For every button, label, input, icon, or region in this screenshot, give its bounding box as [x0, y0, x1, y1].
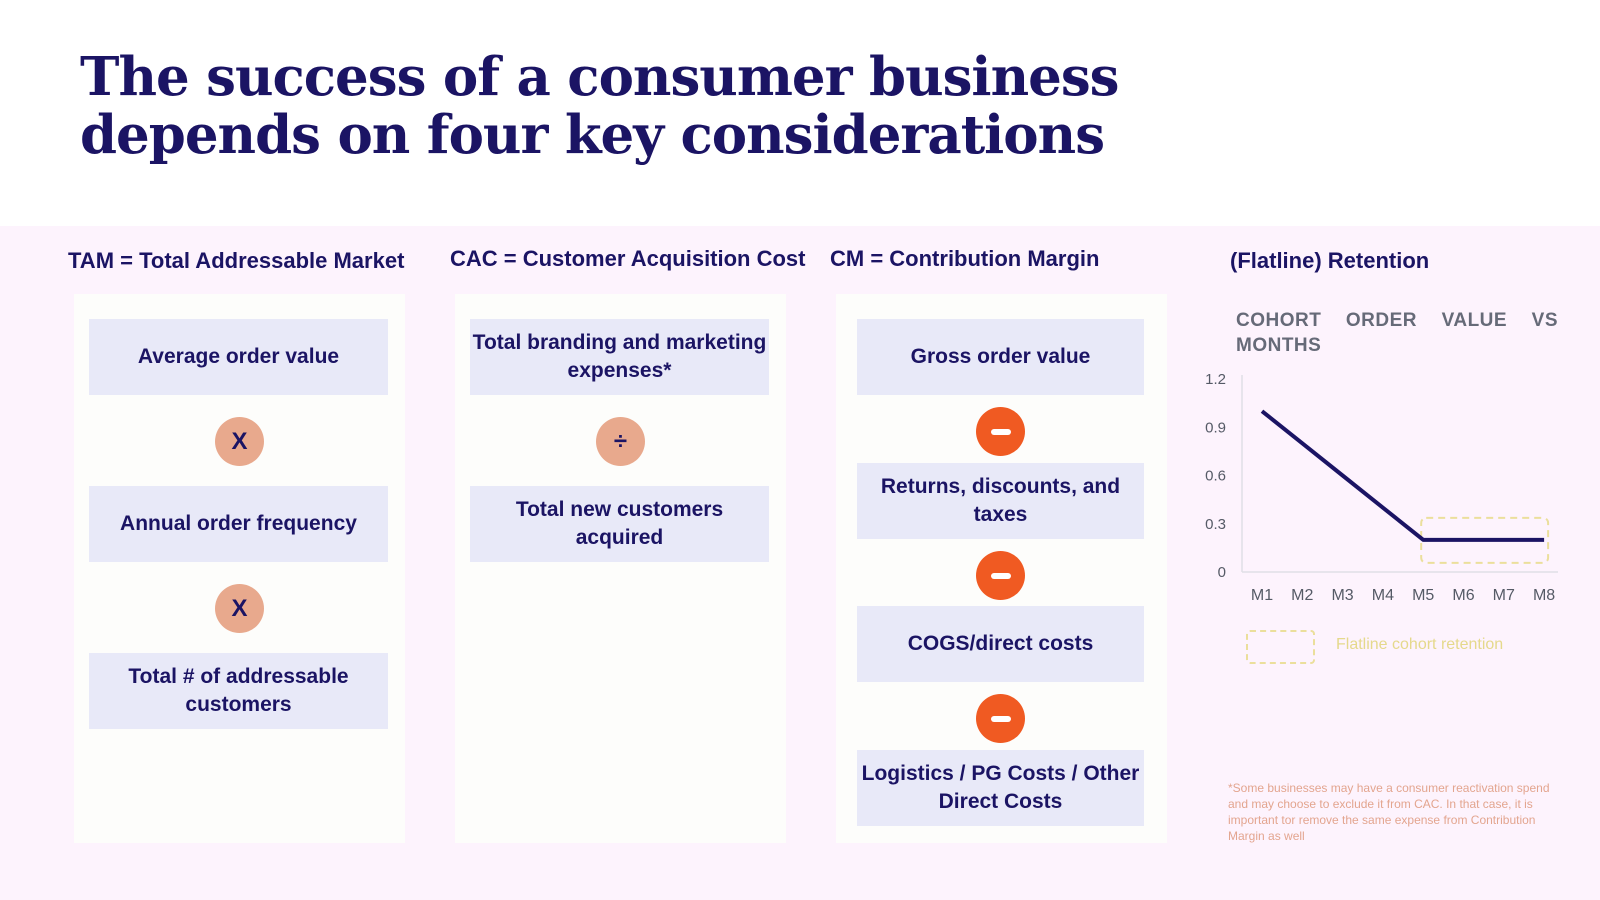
x-tick-label: M7	[1493, 587, 1515, 604]
y-tick-label: 1.2	[1205, 371, 1226, 388]
cm-heading: CM = Contribution Margin	[830, 246, 1100, 271]
x-tick-label: M6	[1452, 587, 1474, 604]
minus-icon	[976, 407, 1025, 456]
minus-icon	[976, 551, 1025, 600]
multiply-operator: X	[215, 417, 264, 466]
cm-item: COGS/direct costs	[857, 606, 1144, 682]
y-tick-label: 0.9	[1205, 419, 1226, 436]
tam-item: Annual order frequency	[89, 486, 388, 562]
divide-operator: ÷	[596, 417, 645, 466]
minus-icon	[976, 694, 1025, 743]
retention-heading: (Flatline) Retention	[1230, 248, 1430, 273]
retention-chart: 1.2 0.9 0.6 0.3 0 M1 M2 M3 M4 M5 M6 M7 M8	[1205, 371, 1558, 604]
cm-item: Logistics / PG Costs / Other Direct Cost…	[857, 750, 1144, 826]
x-tick-label: M2	[1291, 587, 1313, 604]
x-tick-label: M5	[1412, 587, 1434, 604]
cac-panel: Total branding and marketing expenses* ÷…	[455, 294, 786, 843]
cm-item: Returns, discounts, and taxes	[857, 463, 1144, 539]
cac-item: Total branding and marketing expenses*	[470, 319, 769, 395]
cm-panel: Gross order value Returns, discounts, an…	[836, 294, 1167, 843]
multiply-operator: X	[215, 584, 264, 633]
x-tick-label: M1	[1251, 587, 1273, 604]
page-title: The success of a consumer business depen…	[80, 46, 1120, 166]
x-tick-label: M3	[1331, 587, 1353, 604]
chart-subtitle: COHORT ORDER VALUE VS MONTHS	[1236, 310, 1558, 356]
flatline-legend-label: Flatline cohort retention	[1336, 636, 1504, 653]
x-tick-label: M8	[1533, 587, 1555, 604]
x-tick-label: M4	[1372, 587, 1394, 604]
tam-item: Average order value	[89, 319, 388, 395]
footnote: *Some businesses may have a consumer rea…	[1228, 781, 1550, 843]
cac-heading: CAC = Customer Acquisition Cost	[450, 246, 806, 271]
y-tick-label: 0.6	[1205, 468, 1226, 485]
cac-item: Total new customers acquired	[470, 486, 769, 562]
tam-item: Total # of addressable customers	[89, 653, 388, 729]
flatline-legend-swatch	[1246, 630, 1315, 664]
series-line	[1260, 409, 1545, 542]
tam-panel: Average order value X Annual order frequ…	[74, 294, 405, 843]
y-tick-label: 0.3	[1205, 516, 1226, 533]
y-tick-label: 0	[1218, 564, 1226, 581]
tam-heading: TAM = Total Addressable Market	[68, 248, 405, 273]
cm-item: Gross order value	[857, 319, 1144, 395]
